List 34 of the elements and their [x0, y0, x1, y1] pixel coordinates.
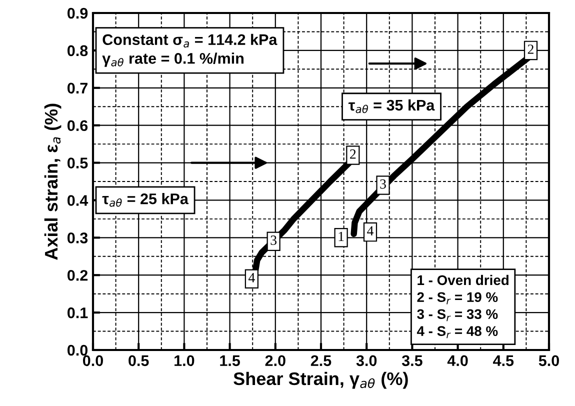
annotation: 4 [367, 226, 374, 236]
annotation: τ$_{aθ}$ = 35 kPa [348, 99, 435, 114]
x-tick-label: 4.5 [493, 355, 514, 366]
y-tick-label: 0.0 [68, 344, 88, 356]
text: 1 - Oven dried 2 - S$_{r}$ = 19 % 3 - S$_{r}$ = 33 % 4 - S$_{r}$ = 48 % [416, 274, 508, 338]
x-tick-label: 0.5 [128, 355, 149, 366]
y-tick-label: 0.4 [68, 195, 88, 206]
x-axis-title: Shear Strain, γ$_{aθ}$ (%) [234, 372, 408, 389]
y-tick-label: 0.2 [68, 270, 88, 281]
y-tick-label: 0.1 [68, 307, 88, 318]
y-axis-title: Axial strain, ε$_{a}$ (%) [44, 104, 62, 260]
y-tick-label: 0.8 [68, 45, 88, 56]
annotation: 3 [380, 179, 386, 189]
text: Constant σ$_{a}$ = 114.2 kPa γ$_{aθ}$ rate = 0.1 %/min [102, 34, 278, 67]
y-tick-label: 0.5 [68, 158, 88, 168]
x-tick-label: 2.0 [265, 355, 286, 366]
x-tick-label: 0.0 [82, 355, 103, 366]
annotation: 1 [338, 232, 344, 242]
annotation: 2 [528, 44, 534, 54]
annotation: 2 [350, 149, 356, 159]
x-tick-label: 5.0 [538, 355, 559, 366]
x-tick-label: 1.0 [174, 355, 194, 366]
y-tick-label: 0.6 [68, 120, 88, 132]
annotation: 4 [248, 273, 255, 282]
x-tick-label: 3.0 [356, 355, 377, 366]
annotation: 3 [270, 236, 277, 245]
x-tick-label: 4.0 [447, 355, 468, 366]
x-tick-label: 1.5 [220, 355, 240, 366]
x-tick-label: 3.5 [402, 355, 422, 366]
y-tick-label: 0.7 [68, 82, 88, 94]
y-tick-label: 0.3 [68, 232, 88, 244]
x-tick-label: 2.5 [310, 355, 332, 366]
y-tick-label: 0.9 [68, 8, 88, 19]
annotation: τ$_{aθ}$ = 25 kPa [102, 193, 189, 207]
